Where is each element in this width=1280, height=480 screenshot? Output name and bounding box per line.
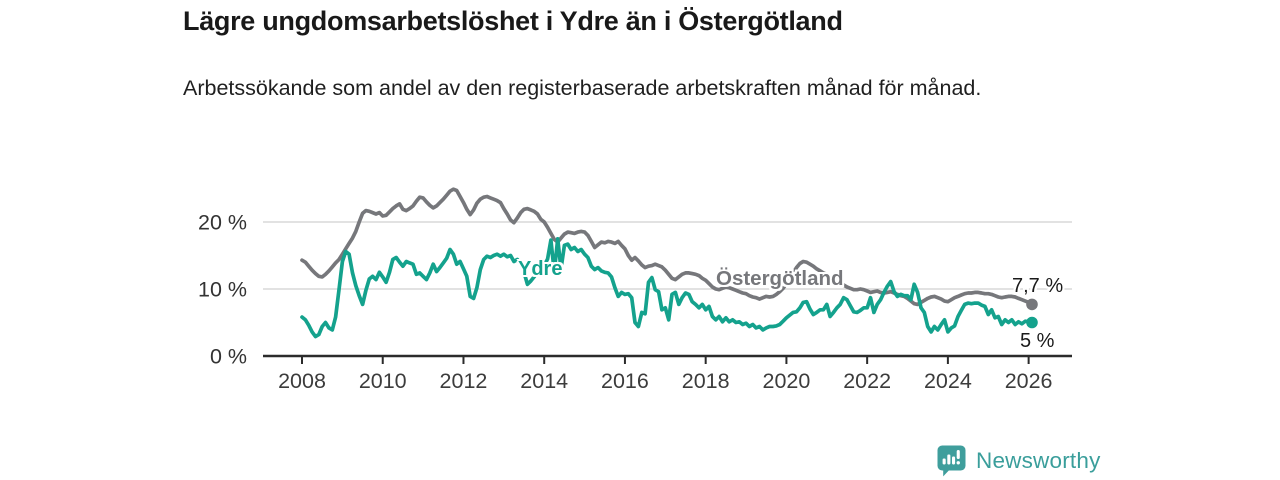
end-value-label-ostergotland: 7,7 % (1012, 275, 1064, 297)
y-axis-tick-label: 0 % (210, 345, 247, 369)
x-axis-tick-label: 2020 (762, 369, 810, 393)
series-label-ostergotland: Östergötland (716, 267, 844, 290)
newsworthy-logo[interactable]: Newsworthy (936, 444, 1101, 477)
newsworthy-wordmark: Newsworthy (976, 447, 1101, 473)
x-axis-tick-label: 2016 (601, 369, 649, 393)
end-dot-östergötland (1026, 298, 1038, 311)
line-ydre (300, 236, 1034, 339)
line-östergötland (300, 187, 1034, 307)
x-axis-tick-label: 2008 (278, 369, 326, 393)
x-axis-tick-label: 2018 (682, 369, 730, 393)
x-axis-tick-label: 2014 (520, 369, 568, 393)
series-label-ydre: Ydre (518, 258, 563, 280)
x-axis-tick-label: 2010 (359, 369, 407, 393)
x-axis-tick-label: 2026 (1005, 369, 1053, 393)
newsworthy-icon (937, 445, 966, 477)
end-dot-ydre (1026, 316, 1038, 329)
y-axis-tick-label: 10 % (198, 278, 247, 302)
end-value-label-ydre: 5 % (1020, 330, 1055, 352)
y-axis-tick-label: 20 % (198, 211, 247, 235)
x-axis-tick-label: 2024 (924, 369, 972, 393)
chart-subtitle: Arbetssökande som andel av den registerb… (183, 76, 982, 100)
x-axis-tick-label: 2022 (843, 369, 891, 393)
chart-title: Lägre ungdomsarbetslöshet i Ydre än i Ös… (183, 6, 843, 36)
x-axis-tick-label: 2012 (440, 369, 488, 393)
